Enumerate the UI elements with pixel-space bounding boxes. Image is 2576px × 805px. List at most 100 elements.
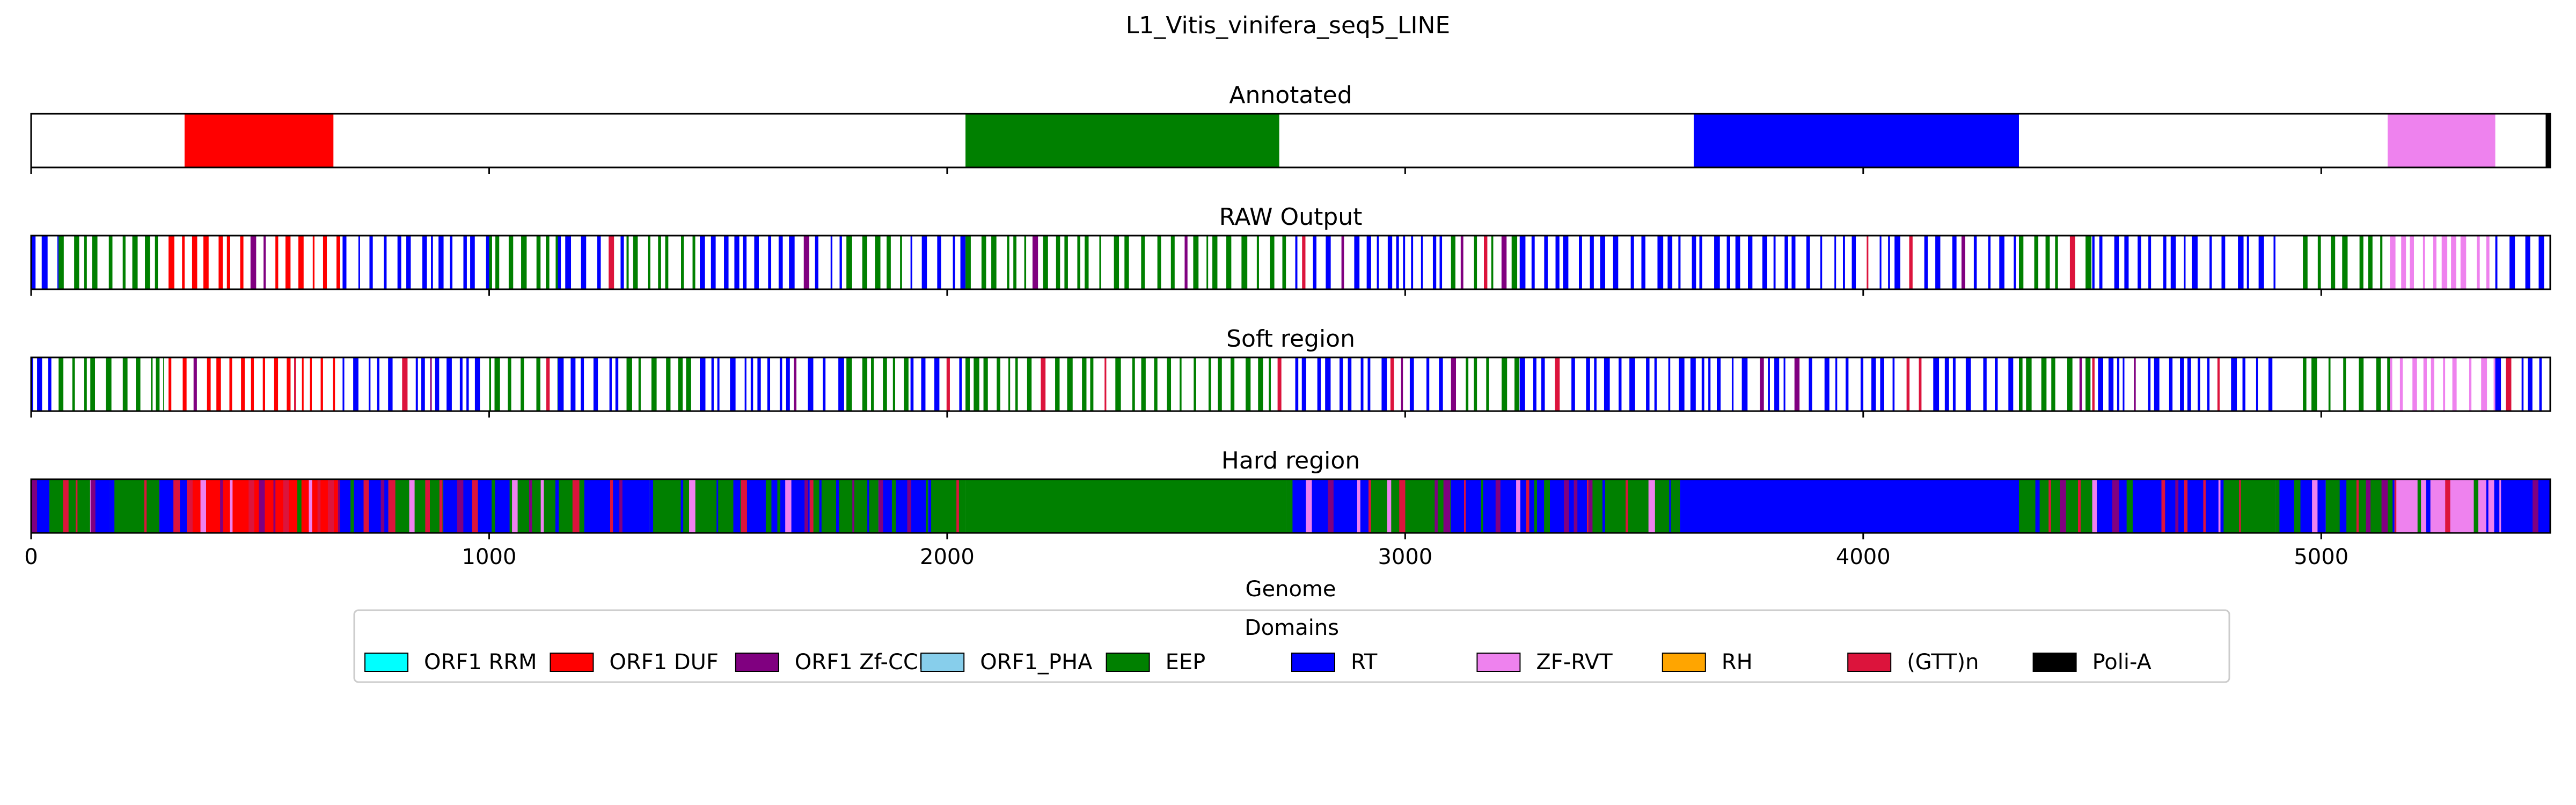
stripe [581, 479, 584, 533]
stripe [823, 357, 826, 411]
stripe [1194, 357, 1196, 411]
stripe [317, 479, 321, 533]
stripe [1208, 357, 1211, 411]
stripe [193, 357, 197, 411]
x-tick-label: 1000 [462, 545, 517, 569]
stripe [1648, 479, 1655, 533]
x-axis: 0 1000 2000 3000 4000 5000 Genome [24, 545, 2348, 602]
track-0: Annotated [30, 82, 2551, 174]
stripe [368, 357, 371, 411]
stripe [1099, 236, 1101, 289]
legend-label: ORF1 RRM [424, 650, 537, 675]
stripe [540, 479, 544, 533]
stripe [1104, 357, 1107, 411]
stripe [1791, 236, 1796, 289]
stripe [74, 236, 79, 289]
stripe [1588, 479, 1593, 533]
stripe [425, 479, 430, 533]
stripe [1846, 357, 1849, 411]
track-title: RAW Output [1219, 203, 1363, 231]
stripe [2525, 236, 2530, 289]
stripe [1302, 236, 1306, 289]
stripe [1377, 236, 1379, 289]
stripe [2220, 479, 2224, 533]
x-tick-label: 5000 [2294, 545, 2348, 569]
stripe [489, 357, 492, 411]
stripe [1888, 236, 1890, 289]
stripe [350, 479, 354, 533]
stripe [229, 357, 232, 411]
stripe [1258, 357, 1263, 411]
stripe [1401, 357, 1403, 411]
stripe [1694, 236, 1696, 289]
stripe [369, 236, 373, 289]
stripe [1619, 357, 1622, 411]
stripe [1646, 357, 1650, 411]
stripe [2051, 357, 2055, 411]
stripe [1064, 236, 1068, 289]
stripe [1474, 357, 1477, 411]
stripe [1286, 479, 1293, 533]
stripe [312, 236, 314, 289]
stripe [2412, 357, 2417, 411]
stripe [2339, 479, 2347, 533]
stripe [2343, 357, 2346, 411]
legend-swatch [550, 653, 594, 672]
stripe [626, 236, 629, 289]
stripe [1531, 236, 1535, 289]
stripe [1180, 357, 1182, 411]
track-frame [30, 235, 2551, 290]
stripe [470, 236, 475, 289]
stripe [1533, 357, 1536, 411]
stripe [2138, 236, 2141, 289]
stripe [1668, 357, 1671, 411]
stripe [310, 357, 312, 411]
stripe [220, 479, 223, 533]
stripe [597, 236, 601, 289]
stripe [1871, 357, 1876, 411]
stripe [2457, 479, 2464, 533]
stripe [581, 357, 584, 411]
stripe [466, 357, 469, 411]
stripe [2423, 236, 2425, 289]
stripe [1387, 236, 1393, 289]
stripe [1439, 236, 1443, 289]
stripe [1443, 479, 1451, 533]
stripe [521, 236, 527, 289]
stripe [921, 236, 927, 289]
stripe [649, 479, 654, 533]
stripe [512, 479, 518, 533]
stripe [2163, 236, 2167, 289]
stripe [2311, 357, 2317, 411]
stripe [1835, 357, 1838, 411]
stripe [991, 236, 997, 289]
stripe [1762, 236, 1768, 289]
legend-swatch [735, 653, 779, 672]
stripe [155, 236, 158, 289]
stripe [2366, 479, 2371, 533]
segment [965, 479, 1286, 533]
segment [878, 479, 929, 533]
stripe [2390, 357, 2392, 411]
stripe [90, 479, 96, 533]
stripe [397, 236, 401, 289]
stripe [1055, 357, 1060, 411]
stripe [1154, 357, 1158, 411]
stripe [1571, 357, 1575, 411]
stripe [248, 479, 254, 533]
stripe [1641, 236, 1645, 289]
stripe [2469, 357, 2472, 411]
stripe [809, 479, 814, 533]
stripe [283, 479, 289, 533]
stripe [406, 236, 411, 289]
stripe [1774, 357, 1780, 411]
legend-box [353, 609, 2230, 683]
stripe [2170, 236, 2176, 289]
stripe [1794, 357, 1800, 411]
segment [1368, 479, 1451, 533]
legend-label: ORF1 DUF [609, 650, 719, 675]
stripe [342, 357, 345, 411]
stripe [2203, 479, 2206, 533]
stripe [867, 479, 869, 533]
stripe [1491, 236, 1494, 289]
